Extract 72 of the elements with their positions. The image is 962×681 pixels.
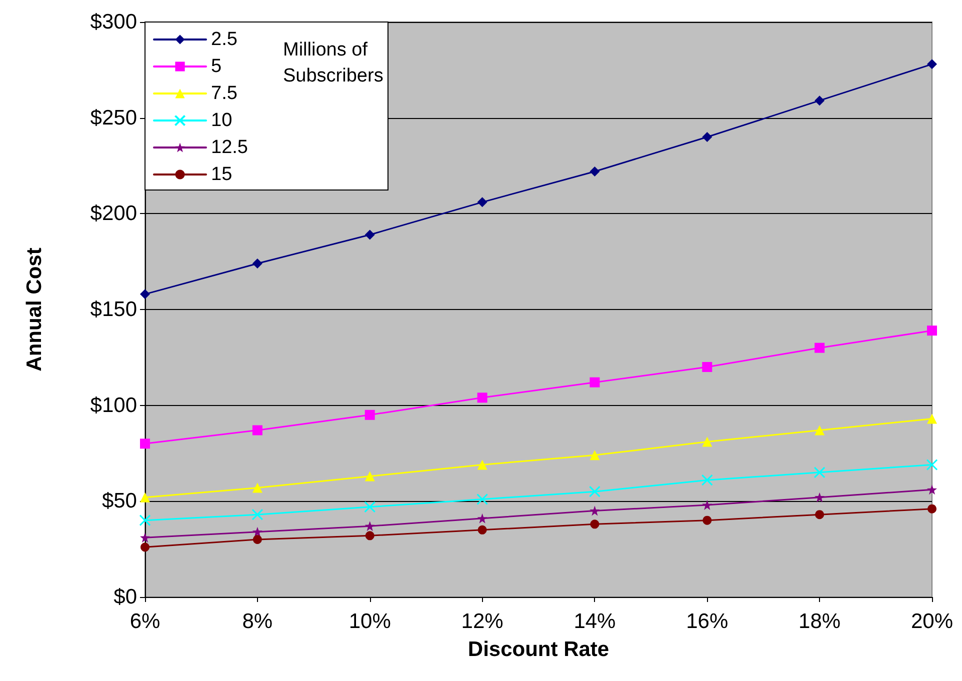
point	[588, 486, 600, 498]
point	[815, 510, 824, 520]
point	[927, 414, 937, 424]
point	[814, 342, 825, 353]
y-tick-label: $0	[114, 586, 137, 608]
point	[928, 504, 936, 514]
point	[364, 501, 376, 513]
x-tick-label: 8%	[242, 610, 273, 633]
point	[364, 471, 375, 482]
point	[926, 459, 938, 470]
point	[252, 526, 262, 537]
point	[476, 494, 488, 505]
legend-label: 2.5	[211, 29, 238, 50]
point	[252, 535, 262, 544]
point	[140, 542, 150, 552]
y-tick-label: $200	[90, 202, 137, 226]
point	[590, 450, 600, 460]
point	[927, 326, 937, 336]
x-tick-label: 12%	[461, 610, 504, 633]
legend-label: 10	[211, 110, 232, 131]
point	[140, 438, 150, 449]
point	[814, 425, 825, 436]
x-tick-label: 20%	[910, 610, 954, 633]
point	[252, 482, 262, 493]
point	[590, 166, 600, 176]
x-axis-title: Discount Rate	[468, 638, 610, 661]
point	[927, 59, 937, 70]
y-tick-label: $300	[90, 10, 137, 34]
legend-label: 15	[211, 164, 232, 185]
point	[365, 531, 374, 540]
y-tick-label: $100	[90, 394, 137, 417]
legend-label: 5	[211, 56, 222, 77]
point	[139, 514, 151, 526]
point	[702, 362, 712, 372]
point	[477, 460, 488, 470]
point	[590, 377, 600, 388]
point	[702, 132, 712, 142]
y-tick-label: $250	[90, 106, 137, 130]
point	[590, 506, 600, 516]
y-tick-label: $50	[102, 490, 137, 513]
point	[140, 492, 150, 502]
point	[140, 532, 150, 543]
x-tick-label: 18%	[798, 610, 841, 633]
point	[477, 513, 488, 524]
point	[814, 96, 825, 106]
point	[252, 425, 262, 436]
point	[252, 508, 264, 520]
point	[364, 410, 375, 420]
point	[477, 197, 488, 208]
point	[927, 484, 937, 495]
x-tick-label: 14%	[574, 610, 616, 633]
legend-label: 12.5	[211, 137, 248, 158]
point	[478, 525, 487, 534]
x-tick-label: 6%	[130, 610, 160, 633]
point	[252, 258, 262, 268]
legend-title: Millions of Subscribers	[283, 40, 384, 86]
point	[814, 492, 825, 502]
point	[702, 516, 712, 525]
point	[702, 436, 712, 447]
point	[701, 474, 713, 486]
y-tick-label: $150	[90, 298, 137, 321]
y-axis-title: Annual Cost	[23, 248, 46, 372]
point	[477, 392, 488, 403]
point	[590, 520, 600, 529]
point	[702, 500, 712, 510]
point	[814, 466, 826, 478]
point	[140, 289, 150, 300]
legend-label: 7.5	[211, 83, 238, 104]
point	[364, 230, 375, 240]
x-tick-label: 16%	[686, 610, 728, 633]
point	[364, 521, 375, 532]
x-tick-label: 10%	[348, 610, 391, 633]
